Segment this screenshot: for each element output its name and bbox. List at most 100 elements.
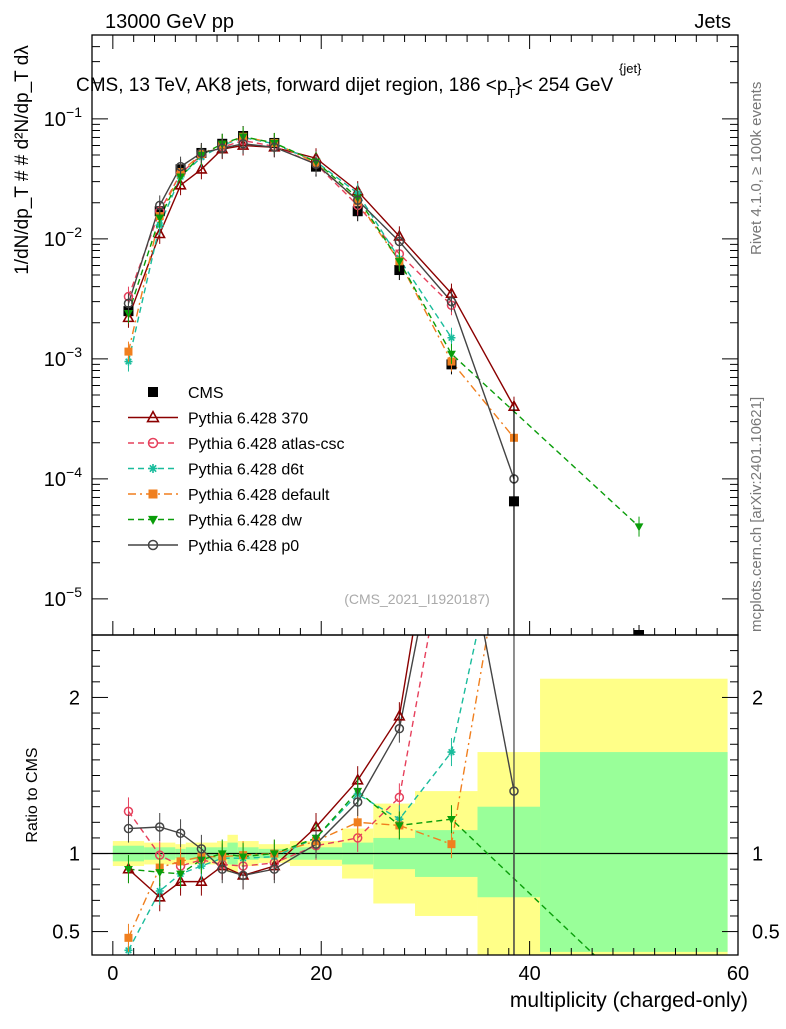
- y-tick-base: 10: [44, 229, 66, 251]
- series-markers: [122, 125, 645, 955]
- ratio-point: [447, 815, 456, 824]
- energy-label: 13000 GeV pp: [105, 11, 234, 33]
- ratio-point: [394, 792, 405, 803]
- y-tick-exponent: −5: [66, 584, 82, 600]
- main-point: [174, 178, 187, 190]
- ratio-point: [269, 864, 280, 874]
- ratio-point: [124, 933, 133, 942]
- x-tick-label: 0: [107, 963, 118, 985]
- legend-marker: [148, 515, 158, 525]
- y-tick-base: 10: [44, 589, 66, 611]
- y-tick-base: 10: [44, 469, 66, 491]
- ratio-y-tick-label: 1: [69, 844, 80, 866]
- ratio-y-tick-label-right: 2: [752, 687, 763, 709]
- ratio-frame: [91, 634, 739, 956]
- main-point: [175, 161, 186, 172]
- axes-frames: [91, 34, 739, 956]
- ratio-y-tick-label-right: 1: [752, 844, 763, 866]
- rivet-label: Rivet 4.1.0, ≥ 100k events: [748, 82, 765, 255]
- ratio-y-tick-label-right: 0.5: [752, 922, 780, 944]
- main-point: [196, 148, 207, 158]
- legend-label: Pythia 6.428 dw: [188, 513, 302, 530]
- main-line-4: [127, 135, 515, 439]
- ratio-point: [394, 723, 405, 734]
- y-tick-base: 10: [44, 109, 66, 131]
- legend-marker: [146, 409, 160, 423]
- x-axis-label: multiplicity (charged-only): [510, 989, 748, 1012]
- main-point: [394, 258, 404, 267]
- ratio-y-tick-label: 2: [69, 687, 80, 709]
- legend: CMS Pythia 6.428 370 Pythia 6.428 atlas-cs…: [128, 385, 345, 555]
- legend-label: Pythia 6.428 p0: [188, 538, 299, 555]
- legend-label: CMS: [188, 385, 224, 402]
- ratio-point: [154, 822, 165, 832]
- main-point: [446, 296, 457, 307]
- ratio-line-2: [127, 635, 478, 951]
- ratio-band-green: [540, 752, 728, 952]
- plot-title-superscript: {jet}: [619, 61, 642, 76]
- main-point: [195, 162, 208, 174]
- y-tick-label: 10−4: [44, 464, 82, 491]
- y-tick-base: 10: [44, 349, 66, 371]
- legend-marker: [148, 464, 158, 473]
- main-line-3: [127, 136, 453, 362]
- y-tick-label: 10−3: [44, 344, 82, 371]
- legend-marker: [148, 489, 158, 499]
- ratio-y-tick-label: 0.5: [52, 922, 80, 944]
- main-line-1: [127, 144, 515, 407]
- main-point: [634, 630, 645, 635]
- x-tick-label: 40: [518, 963, 540, 985]
- legend-label: Pythia 6.428 default: [188, 487, 330, 504]
- ratio-point: [447, 748, 456, 757]
- ratio-point: [447, 840, 456, 849]
- main-line-6: [127, 143, 515, 480]
- ratio-point: [175, 828, 186, 838]
- ratio-uncertainty-bands: [92, 678, 738, 955]
- ratio-point: [352, 797, 363, 807]
- ratio-point: [217, 850, 227, 859]
- main-point: [217, 143, 227, 153]
- y-tick-exponent: −4: [66, 464, 82, 480]
- ratio-y-axis-label: Ratio to CMS: [24, 747, 41, 842]
- main-point: [447, 333, 456, 342]
- ratio-markers: [122, 635, 519, 955]
- ratio-point: [238, 870, 248, 881]
- main-point: [311, 159, 321, 169]
- legend-label: Pythia 6.428 d6t: [188, 462, 304, 479]
- legend-marker: [147, 437, 159, 449]
- main-point: [352, 195, 363, 205]
- y-tick-exponent: −3: [66, 344, 82, 360]
- main-point: [176, 173, 185, 182]
- main-point: [269, 142, 280, 153]
- main-markers: [122, 125, 645, 635]
- ratio-point: [176, 870, 185, 879]
- legend-label: Pythia 6.428 370: [188, 411, 308, 428]
- ratio-point: [196, 844, 207, 854]
- main-point: [123, 298, 134, 309]
- ratio-point: [155, 887, 164, 895]
- ratio-band-green: [477, 806, 541, 898]
- ratio-point: [155, 869, 165, 878]
- y-tick-label: 10−5: [44, 584, 82, 611]
- legend-marker: [147, 539, 159, 551]
- plot-title: CMS, 13 TeV, AK8 jets, forward dijet reg…: [76, 75, 613, 101]
- ratio-point: [353, 818, 362, 827]
- main-point: [238, 139, 248, 149]
- ratio-point: [394, 822, 404, 831]
- x-tick-label: 60: [727, 963, 749, 985]
- y-tick-label: 10−2: [44, 224, 82, 251]
- ratio-point: [124, 865, 133, 874]
- ratio-line-4: [128, 790, 596, 955]
- ratio-point: [217, 864, 227, 874]
- main-point: [447, 350, 456, 359]
- main-point: [124, 347, 133, 356]
- main-point: [154, 200, 165, 211]
- ratio-point: [311, 839, 321, 849]
- legend-marker: [148, 387, 158, 397]
- y-tick-label: 10−1: [44, 104, 82, 131]
- ratio-point: [123, 823, 134, 834]
- legend-label: Pythia 6.428 atlas-csc: [188, 436, 345, 453]
- ratio-point: [195, 874, 208, 887]
